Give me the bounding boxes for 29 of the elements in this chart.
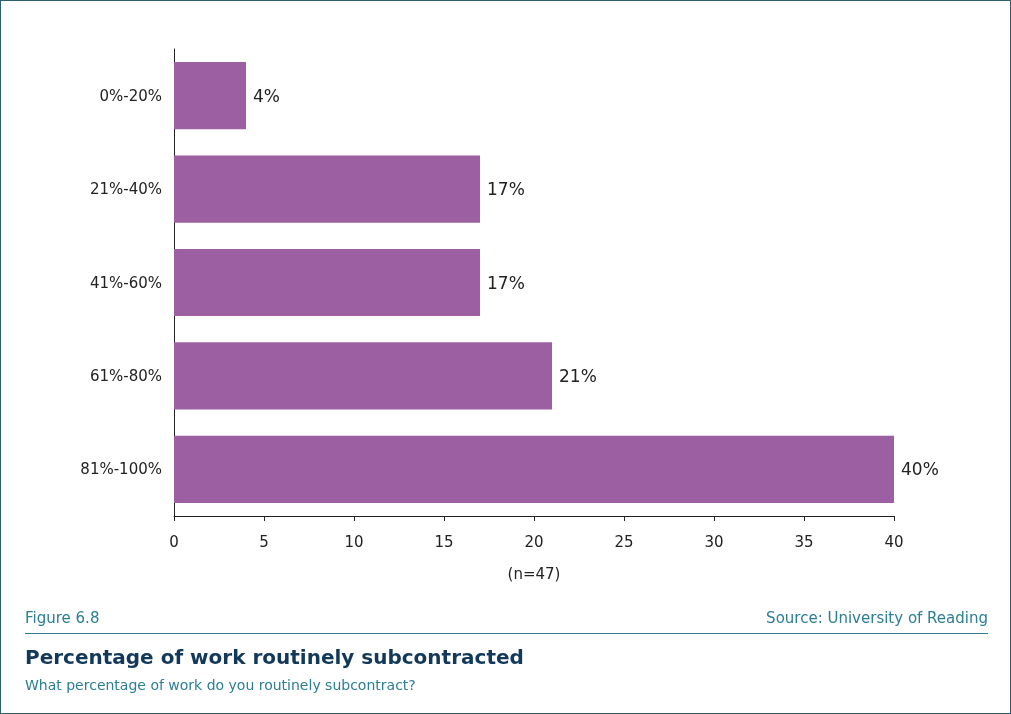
bar — [174, 248, 480, 317]
x-tick-label: 30 — [704, 532, 724, 551]
x-tick-label: 40 — [884, 532, 904, 551]
data-label: 17% — [487, 272, 525, 293]
x-axis-title: (n=47) — [507, 564, 561, 583]
y-tick-label: 0%-20% — [99, 86, 162, 105]
x-tick-label: 5 — [259, 532, 269, 551]
x-tick-label: 25 — [614, 532, 634, 551]
x-tick-label: 10 — [344, 532, 364, 551]
x-tick-label: 35 — [794, 532, 814, 551]
x-tick-label: 15 — [434, 532, 454, 551]
y-tick-label: 21%-40% — [89, 180, 162, 199]
y-tick-label: 61%-80% — [89, 366, 162, 385]
bar — [174, 435, 894, 503]
bar — [174, 62, 246, 130]
text: What percentage of work do you routinely subcontract? — [25, 677, 416, 693]
x-tick-label: 20 — [524, 532, 544, 551]
data-label: 21% — [559, 365, 597, 386]
caption: Figure 6.8 — [25, 609, 100, 627]
source-note: Source: University of Reading — [766, 609, 988, 627]
y-tick-label: 81%-100% — [80, 460, 162, 479]
x-tick-label: 0 — [169, 532, 179, 551]
data-label: 17% — [487, 179, 525, 200]
data-label: 40% — [901, 459, 939, 480]
data-label: 4% — [253, 85, 280, 106]
text: Percentage of work routinely subcontracted — [25, 645, 524, 669]
y-tick-label: 41%-60% — [89, 273, 162, 292]
bar — [174, 342, 552, 410]
bar — [174, 155, 480, 223]
